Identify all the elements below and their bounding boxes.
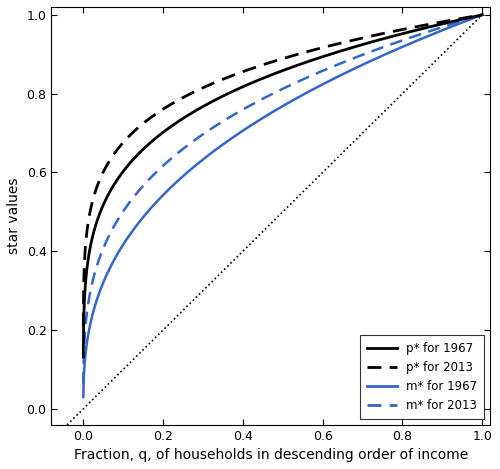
Legend: p* for 1967, p* for 2013, m* for 1967, m* for 2013: p* for 1967, p* for 2013, m* for 1967, m…	[360, 335, 484, 419]
Y-axis label: star values: star values	[7, 178, 21, 254]
X-axis label: Fraction, q, of households in descending order of income: Fraction, q, of households in descending…	[74, 448, 468, 462]
